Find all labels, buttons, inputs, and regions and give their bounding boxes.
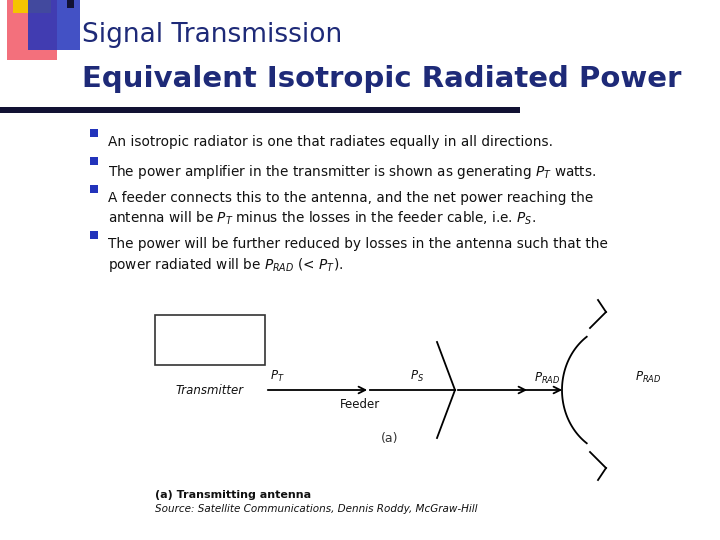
Text: Source: Satellite Communications, Dennis Roddy, McGraw-Hill: Source: Satellite Communications, Dennis… [155, 504, 477, 514]
Bar [7, 0, 57, 60]
Bar [155, 315, 265, 365]
Bar [67, 0, 74, 8]
Text: Transmitter: Transmitter [176, 383, 244, 396]
Text: A feeder connects this to the antenna, and the net power reaching the
antenna wi: A feeder connects this to the antenna, a… [108, 191, 593, 227]
Text: $P_{RAD}$: $P_{RAD}$ [635, 370, 662, 385]
Text: Equivalent Isotropic Radiated Power: Equivalent Isotropic Radiated Power [82, 65, 681, 93]
Bar [0, 107, 520, 113]
Text: (a): (a) [382, 432, 399, 445]
Text: The power amplifier in the transmitter is shown as generating $P_T$ watts.: The power amplifier in the transmitter i… [108, 163, 596, 181]
Bar [90, 185, 98, 193]
Bar [28, 0, 80, 50]
Text: Signal Transmission: Signal Transmission [82, 22, 342, 48]
Bar [90, 129, 98, 137]
Text: $P_S$: $P_S$ [410, 369, 424, 384]
Text: $P_T$: $P_T$ [270, 369, 284, 384]
Bar [13, 0, 51, 13]
Text: Feeder: Feeder [340, 398, 380, 411]
Text: (a) Transmitting antenna: (a) Transmitting antenna [155, 490, 311, 500]
Bar [90, 231, 98, 239]
Text: An isotropic radiator is one that radiates equally in all directions.: An isotropic radiator is one that radiat… [108, 135, 553, 149]
Bar [90, 157, 98, 165]
Text: The power will be further reduced by losses in the antenna such that the
power r: The power will be further reduced by los… [108, 237, 608, 274]
Text: $P_{RAD}$: $P_{RAD}$ [534, 371, 560, 386]
